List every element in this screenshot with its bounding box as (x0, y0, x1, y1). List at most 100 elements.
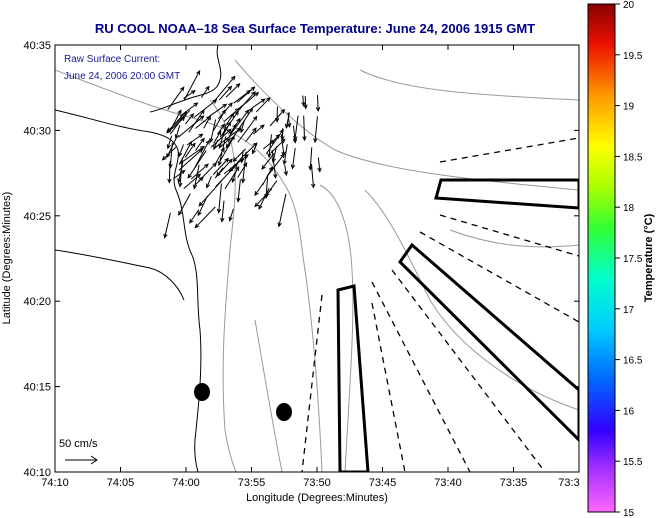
current-vector (200, 85, 210, 98)
current-vector (258, 187, 270, 210)
current-vector (216, 167, 224, 177)
x-tick-label: 74:05 (107, 477, 135, 489)
coastline (55, 109, 202, 472)
current-vector (206, 176, 212, 189)
x-tick-label: 74:00 (172, 477, 200, 489)
current-vector (177, 115, 205, 138)
colorbar-tick-label: 19.5 (623, 51, 643, 62)
current-vector (315, 95, 321, 112)
current-vector (187, 150, 207, 179)
surface-current-vectors (161, 69, 322, 239)
current-vector (228, 208, 234, 222)
current-vector (178, 193, 191, 216)
current-vector (313, 116, 318, 144)
current-vector (230, 109, 250, 134)
colorbar-tick-label: 15 (623, 508, 635, 518)
current-vector (213, 75, 236, 103)
current-vector (286, 112, 292, 128)
current-vector (282, 144, 288, 166)
current-vector (167, 86, 185, 110)
current-vector (193, 99, 218, 118)
current-vector (292, 125, 298, 144)
colorbar-tick-label: 15.5 (623, 457, 643, 468)
current-vector (265, 180, 278, 197)
y-tick-label: 40:10 (23, 467, 51, 479)
colorbar-tick-label: 17 (623, 305, 635, 316)
current-vector (166, 111, 187, 134)
x-axis-label: Longitude (Degrees:Minutes) (246, 492, 388, 504)
current-vector (166, 135, 173, 150)
current-vector (261, 153, 275, 170)
current-vector (173, 169, 186, 180)
colorbar-tick-label: 18.5 (623, 152, 643, 163)
x-tick-label: 73:45 (369, 477, 397, 489)
current-vector (284, 112, 290, 129)
current-vector (195, 115, 212, 129)
scale-arrowhead (90, 455, 98, 465)
sampling-box (434, 178, 579, 210)
current-vector (213, 139, 219, 151)
current-vector (161, 146, 177, 161)
current-vector (240, 151, 247, 184)
current-vector (238, 90, 256, 111)
y-tick-label: 40:30 (23, 125, 51, 137)
current-vector (189, 209, 200, 224)
current-vector (267, 134, 272, 159)
current-vector (252, 124, 265, 135)
current-vector (217, 102, 233, 120)
current-vector (277, 193, 287, 228)
current-vector (163, 212, 171, 239)
current-vector (239, 120, 245, 134)
current-vector (174, 124, 181, 140)
current-vector (184, 142, 196, 158)
current-vector (167, 161, 172, 184)
map-plot-area (55, 45, 579, 472)
dashed-guide-lines (301, 137, 579, 472)
current-vector (236, 86, 256, 103)
bathymetry-contour (449, 229, 579, 248)
current-vector (274, 106, 280, 123)
x-tick-label: 73:35 (500, 477, 528, 489)
station-marker (276, 403, 292, 421)
current-vector (302, 115, 307, 142)
current-vector (271, 150, 278, 179)
x-tick-label: 73:55 (238, 477, 266, 489)
x-axis-ticks: 74:10 74:05 74:00 73:55 73:50 73:45 73:40 73:35… (41, 45, 580, 489)
x-tick-label: 73:40 (434, 477, 462, 489)
current-vector (303, 96, 308, 110)
colorbar-tick-label: 16.5 (623, 356, 643, 367)
y-tick-label: 40:35 (23, 40, 51, 52)
current-vector (280, 128, 285, 142)
colorbar-tick-label: 20 (623, 0, 635, 11)
current-vector (178, 145, 206, 165)
current-vector (198, 162, 217, 182)
current-vector (209, 103, 228, 117)
y-axis-ticks: 40:10 40:15 40:20 40:25 40:30 40:35 (23, 40, 579, 479)
y-axis-label: Latitude (Degrees:Minutes) (1, 192, 13, 325)
current-vector (192, 164, 200, 190)
inset-label: Raw Surface Current: (64, 54, 160, 65)
bathymetry-contour (234, 59, 579, 191)
current-vector (251, 143, 258, 155)
current-vector (223, 107, 240, 122)
x-tick-label: 74:10 (41, 477, 69, 489)
current-vector (194, 137, 205, 151)
y-tick-label: 40:25 (23, 211, 51, 223)
current-vector (178, 144, 184, 158)
current-vector (198, 180, 223, 207)
current-vector (194, 139, 210, 169)
current-vector (265, 128, 284, 155)
current-vector (212, 157, 230, 175)
current-vector (179, 102, 199, 117)
current-vector (290, 148, 296, 170)
colorbar-label: Temperature (°C) (643, 213, 655, 302)
current-vector (190, 163, 209, 180)
chart-title: RU COOL NOAA–18 Sea Surface Temperature:… (95, 21, 535, 36)
current-vector (225, 83, 241, 98)
current-vector (236, 179, 241, 203)
current-vector (217, 123, 226, 135)
scale-label: 50 cm/s (59, 438, 98, 450)
current-vector (225, 124, 242, 149)
current-vector (217, 136, 227, 167)
